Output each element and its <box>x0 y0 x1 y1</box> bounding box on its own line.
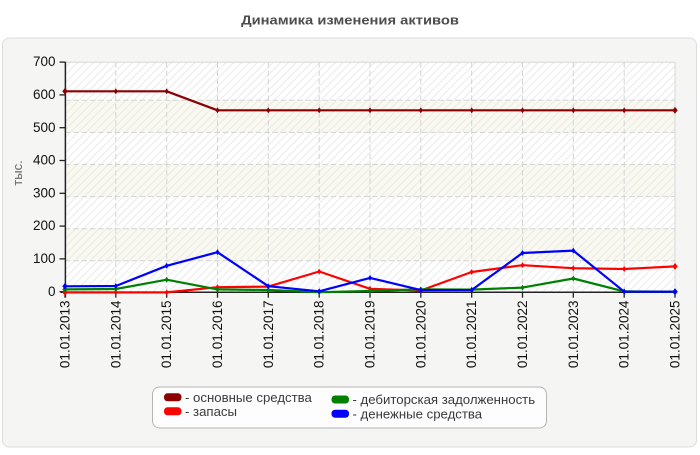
svg-text:100: 100 <box>33 251 56 266</box>
svg-text:01.01.2018: 01.01.2018 <box>312 301 327 369</box>
svg-text:01.01.2023: 01.01.2023 <box>566 301 581 369</box>
svg-text:01.01.2019: 01.01.2019 <box>363 301 378 369</box>
svg-text:0: 0 <box>48 284 56 299</box>
svg-text:- дебиторская задолженность: - дебиторская задолженность <box>353 392 536 407</box>
svg-text:01.01.2021: 01.01.2021 <box>464 301 479 369</box>
svg-text:- запасы: - запасы <box>185 404 237 419</box>
svg-text:200: 200 <box>33 218 56 233</box>
svg-text:тыс.: тыс. <box>10 160 25 185</box>
svg-text:01.01.2014: 01.01.2014 <box>108 300 123 368</box>
svg-text:- денежные средства: - денежные средства <box>353 406 483 421</box>
svg-text:700: 700 <box>33 54 56 69</box>
svg-text:01.01.2016: 01.01.2016 <box>210 301 225 369</box>
svg-text:01.01.2025: 01.01.2025 <box>668 301 683 369</box>
svg-text:500: 500 <box>33 120 56 135</box>
svg-text:300: 300 <box>33 185 56 200</box>
svg-text:01.01.2015: 01.01.2015 <box>159 301 174 369</box>
svg-text:400: 400 <box>33 153 56 168</box>
svg-text:01.01.2017: 01.01.2017 <box>261 301 276 369</box>
svg-text:01.01.2022: 01.01.2022 <box>515 301 530 369</box>
svg-text:Динамика изменения активов: Динамика изменения активов <box>241 13 459 27</box>
svg-text:01.01.2020: 01.01.2020 <box>413 301 428 369</box>
svg-text:01.01.2013: 01.01.2013 <box>58 301 73 369</box>
svg-text:01.01.2024: 01.01.2024 <box>617 300 632 368</box>
svg-text:- основные средства: - основные средства <box>185 390 313 405</box>
svg-text:600: 600 <box>33 87 56 102</box>
